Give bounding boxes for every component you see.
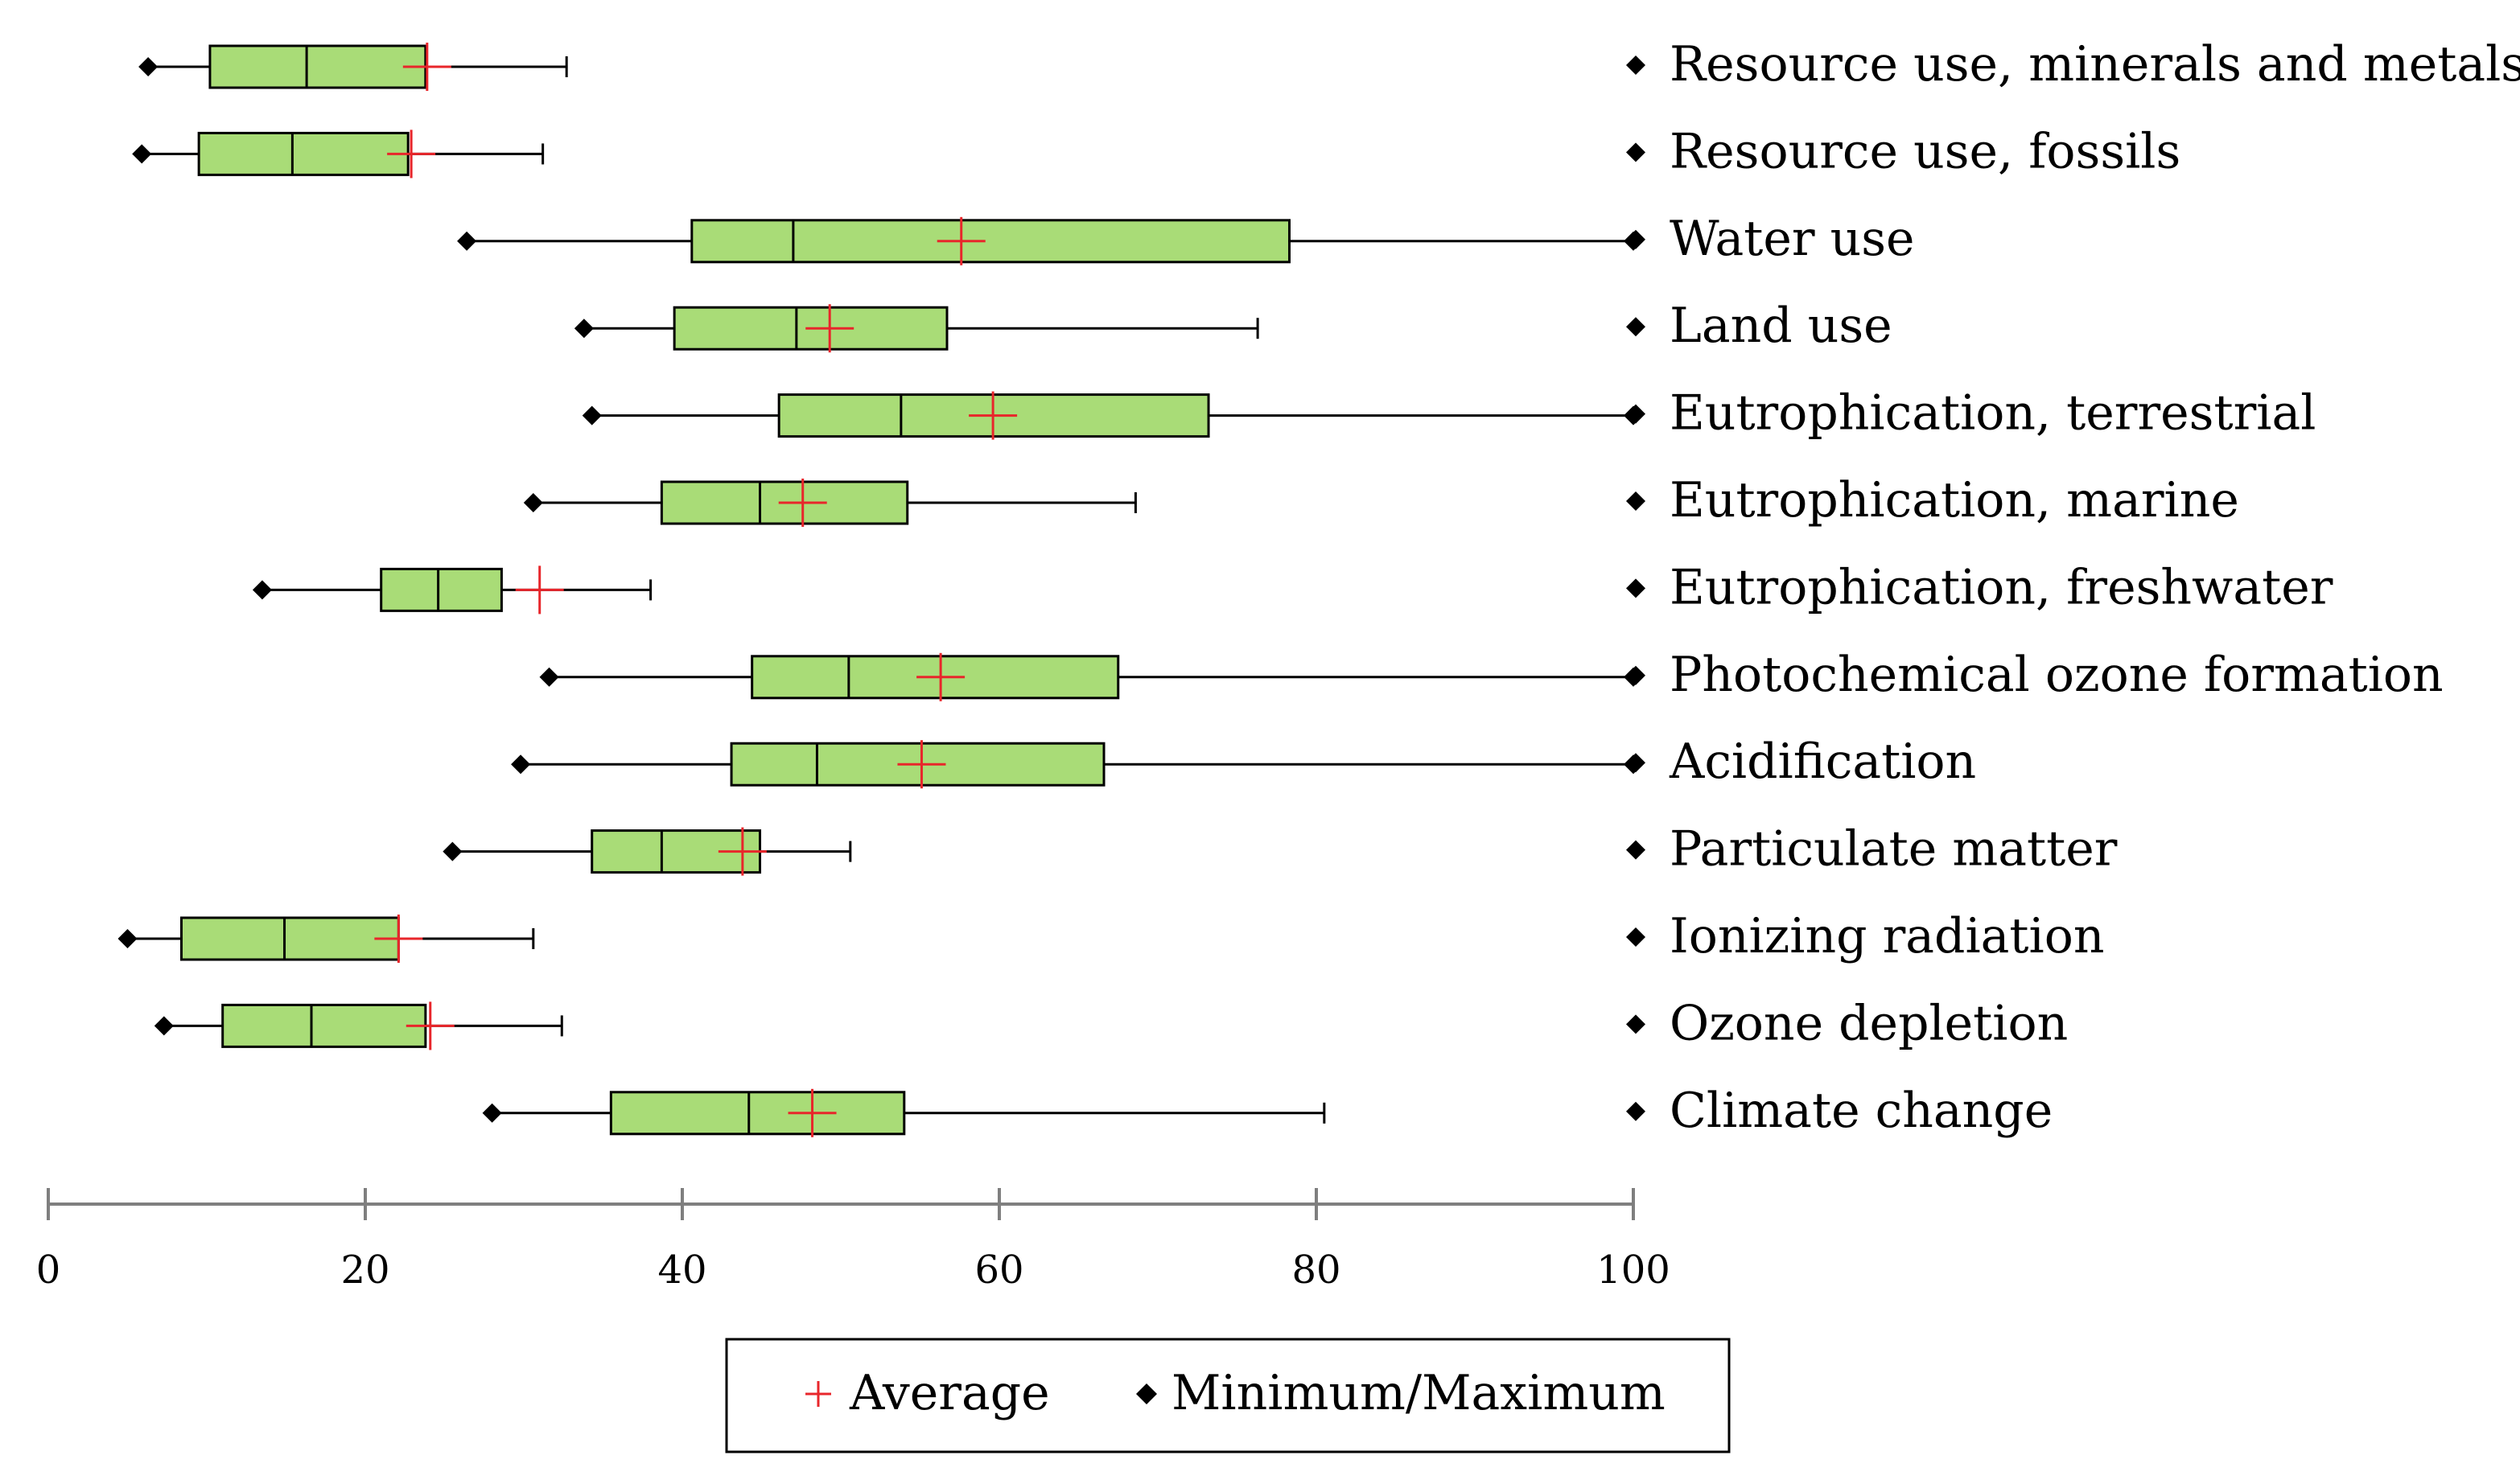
min-marker <box>482 1103 502 1123</box>
average-marker <box>402 43 451 91</box>
x-tick-label: 0 <box>36 1248 61 1293</box>
min-marker <box>523 493 543 512</box>
label-bullet <box>1626 229 1645 249</box>
category-label: Eutrophication, marine <box>1670 472 2239 528</box>
average-marker <box>788 1088 837 1137</box>
min-marker <box>154 1016 174 1036</box>
average-marker <box>805 304 854 353</box>
category-label: Particulate matter <box>1670 821 2118 878</box>
category-label: Acidification <box>1669 734 1976 790</box>
box-row <box>132 130 545 179</box>
average-marker <box>916 652 966 701</box>
category-label: Land use <box>1670 298 1892 354</box>
box-row <box>539 652 1643 701</box>
label-bullet <box>1626 404 1645 424</box>
box-row <box>252 565 653 615</box>
legend-box <box>725 1338 1731 1453</box>
legend: Average Minimum/Maximum <box>725 1338 1731 1453</box>
average-marker <box>778 479 827 527</box>
category-label: Resource use, minerals and metals <box>1670 36 2520 92</box>
average-marker <box>718 827 767 876</box>
category-label: Photochemical ozone formation <box>1670 647 2444 703</box>
label-bullet <box>1626 1101 1645 1121</box>
box-row <box>574 304 1259 353</box>
iqr-box <box>690 219 1291 264</box>
label-bullet <box>1626 927 1645 947</box>
average-marker <box>515 565 564 615</box>
box-row <box>457 216 1643 265</box>
min-marker <box>252 580 272 600</box>
min-marker <box>117 929 138 948</box>
iqr-box <box>179 916 400 961</box>
category-labels: Resource use, minerals and metals Resourc… <box>1626 36 2520 1139</box>
x-tick-label: 20 <box>340 1248 389 1293</box>
category-label: Ionizing radiation <box>1670 908 2104 964</box>
box-row <box>443 827 852 876</box>
average-marker <box>374 915 423 963</box>
iqr-box <box>221 1003 427 1048</box>
min-marker <box>132 144 152 164</box>
legend-average-marker <box>805 1381 831 1407</box>
iqr-box <box>673 306 949 351</box>
category-label: Water use <box>1670 211 1915 267</box>
iqr-box <box>660 480 909 525</box>
box-row <box>138 43 568 91</box>
legend-minmax-label: Minimum/Maximum <box>1171 1365 1666 1421</box>
min-marker <box>443 841 463 861</box>
box-row <box>523 479 1137 527</box>
box-row <box>117 915 535 963</box>
iqr-box <box>380 567 503 612</box>
label-bullet <box>1626 753 1645 773</box>
average-marker <box>387 130 436 179</box>
min-marker <box>511 754 531 775</box>
iqr-box <box>609 1091 906 1136</box>
min-marker <box>539 667 559 687</box>
label-bullet <box>1626 56 1645 75</box>
x-tick-label: 100 <box>1596 1248 1670 1293</box>
x-tick-label: 60 <box>974 1248 1023 1293</box>
min-marker <box>582 405 602 426</box>
category-label: Eutrophication, freshwater <box>1670 559 2333 615</box>
iqr-box <box>197 131 410 176</box>
label-bullet <box>1626 665 1645 685</box>
legend-minmax-marker <box>1136 1383 1157 1404</box>
min-marker <box>457 231 477 251</box>
label-bullet <box>1626 491 1645 511</box>
iqr-box <box>208 44 427 89</box>
x-tick-label: 80 <box>1291 1248 1340 1293</box>
category-label: Eutrophication, terrestrial <box>1670 385 2316 442</box>
box-row <box>482 1088 1326 1137</box>
average-marker <box>937 216 986 265</box>
min-marker <box>138 57 159 76</box>
label-bullet <box>1626 578 1645 598</box>
category-label: Ozone depletion <box>1670 995 2068 1051</box>
legend-average-label: Average <box>849 1365 1050 1421</box>
category-label: Climate change <box>1670 1083 2053 1139</box>
average-marker <box>897 740 946 789</box>
average-marker <box>406 1001 455 1050</box>
box-row <box>511 740 1643 789</box>
box-row <box>154 1001 563 1050</box>
box-row <box>582 391 1643 440</box>
label-bullet <box>1626 1014 1645 1034</box>
label-bullet <box>1626 840 1645 860</box>
average-marker <box>969 391 1018 440</box>
x-tick-label: 40 <box>657 1248 706 1293</box>
min-marker <box>574 319 594 339</box>
box-plot-area <box>117 43 1643 1137</box>
label-bullet <box>1626 317 1645 337</box>
x-axis: 0 20 40 60 80 100 <box>36 1188 1670 1293</box>
category-label: Resource use, fossils <box>1670 123 2180 179</box>
label-bullet <box>1626 142 1645 162</box>
